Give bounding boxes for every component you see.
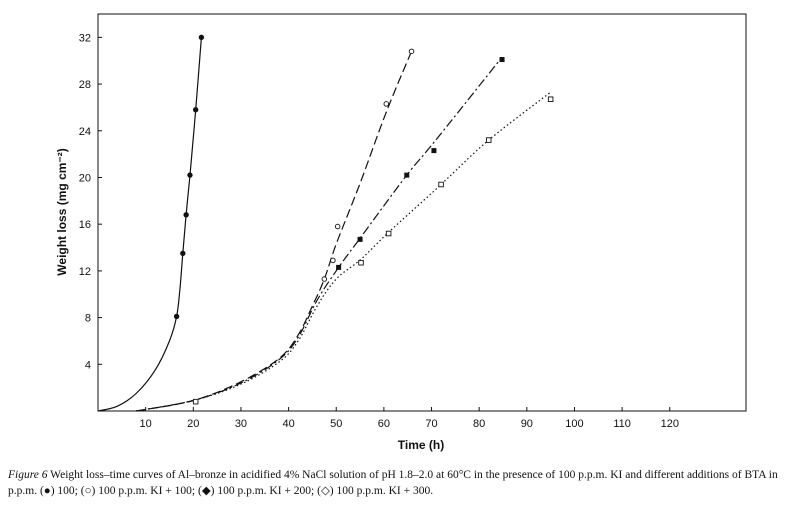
data-point-series-3 [499, 57, 505, 63]
data-point-series-2 [383, 101, 390, 107]
data-point-series-1 [198, 34, 205, 41]
data-point-series-1 [180, 250, 186, 257]
x-tick-label: 40 [282, 418, 294, 430]
series-line-4 [135, 91, 551, 412]
data-point-series-3 [404, 172, 410, 178]
data-point-series-4 [192, 398, 199, 405]
x-tick-label: 60 [378, 418, 390, 430]
x-tick-label: 20 [187, 418, 199, 430]
caption-text: Weight loss–time curves of Al–bronze in … [8, 469, 778, 497]
data-point-series-1 [173, 313, 180, 320]
data-point-series-2 [330, 257, 336, 264]
plot-frame [97, 13, 747, 412]
x-axis-title: Time (h) [398, 438, 444, 452]
y-tick-label: 20 [79, 172, 91, 184]
y-tick-label: 4 [85, 359, 91, 371]
series-markers [173, 34, 554, 405]
x-tick-label: 110 [613, 418, 631, 430]
x-tick-label: 70 [425, 418, 437, 430]
series-curves [97, 37, 551, 412]
data-point-series-2 [408, 48, 415, 55]
series-line-1 [97, 37, 202, 412]
x-tick-label: 80 [473, 418, 485, 430]
x-tick-label: 30 [235, 418, 247, 430]
data-point-series-4 [358, 259, 364, 266]
x-tick-label: 100 [565, 418, 583, 430]
data-point-series-4 [547, 96, 554, 102]
data-point-series-3 [431, 148, 437, 154]
y-tick-label: 32 [79, 32, 91, 44]
data-point-series-4 [438, 181, 444, 188]
y-tick-label: 16 [79, 219, 91, 231]
data-point-series-4 [485, 137, 492, 143]
data-point-series-1 [187, 172, 193, 178]
axis-ticks: 10 20 30 40 50 60 70 80 90 100 110 120 4 8 12 16 20 24 28 3… [79, 32, 679, 430]
figure-label: Figure 6 [8, 469, 48, 481]
data-point-series-3 [336, 264, 342, 270]
y-tick-label: 12 [79, 266, 91, 278]
x-tick-label: 50 [330, 418, 342, 430]
data-point-series-2 [321, 276, 328, 282]
y-tick-label: 28 [79, 79, 91, 91]
y-tick-label: 24 [79, 126, 91, 138]
data-point-series-4 [385, 230, 392, 237]
series-line-2 [135, 51, 413, 412]
y-tick-label: 8 [85, 313, 91, 325]
figure-caption: Figure 6 Weight loss–time curves of Al–b… [8, 467, 798, 499]
y-axis-title: Weight loss (mg cm⁻²) [55, 148, 69, 275]
x-tick-label: 120 [661, 418, 679, 430]
x-tick-label: 90 [521, 418, 533, 430]
x-tick-label: 10 [140, 418, 152, 430]
data-point-series-3 [357, 236, 363, 242]
data-point-series-1 [192, 107, 199, 113]
data-point-series-1 [183, 212, 189, 218]
data-point-series-2 [334, 223, 341, 230]
series-line-3 [135, 56, 503, 412]
